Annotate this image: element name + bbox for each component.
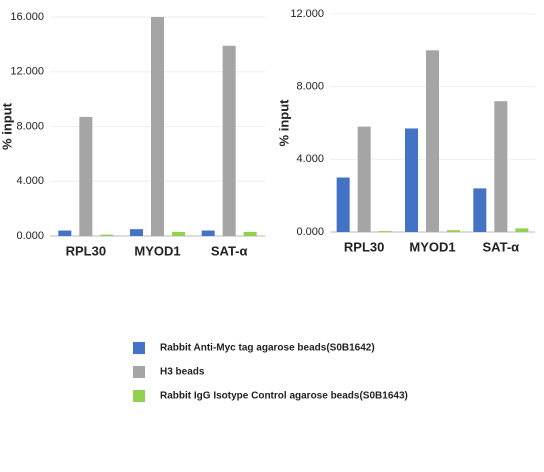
legend-swatch xyxy=(133,366,145,378)
y-tick-label: 4.000 xyxy=(296,153,324,165)
legend-label: Rabbit Anti-Myc tag agarose beads(S0B164… xyxy=(160,343,375,354)
bar xyxy=(172,231,185,236)
x-tick-label: MYOD1 xyxy=(409,239,455,254)
y-tick-label: 12.000 xyxy=(290,8,324,20)
bar xyxy=(222,45,236,237)
legend-swatch xyxy=(133,342,145,354)
y-tick-label: 16.000 xyxy=(10,11,44,23)
x-tick-label: MYOD1 xyxy=(134,243,180,258)
y-tick-label: 12.000 xyxy=(10,66,44,78)
bar xyxy=(151,17,164,236)
bar xyxy=(58,230,72,236)
bar xyxy=(405,128,418,232)
legend-label: H3 beads xyxy=(160,367,205,378)
bar xyxy=(426,50,439,233)
bar xyxy=(100,234,114,236)
bar xyxy=(201,230,215,236)
y-axis-label: % input xyxy=(276,99,291,147)
y-axis-label: % input xyxy=(0,102,14,150)
bar xyxy=(378,231,392,232)
bar xyxy=(357,126,371,232)
x-tick-label: RPL30 xyxy=(344,239,384,254)
legend-label: Rabbit IgG Isotype Control agarose beads… xyxy=(160,391,408,402)
legend-swatch xyxy=(133,390,145,402)
y-tick-label: 8.000 xyxy=(16,120,44,132)
x-tick-label: SAT-α xyxy=(211,243,248,258)
bar xyxy=(79,116,93,236)
bar xyxy=(515,228,529,232)
x-tick-label: SAT-α xyxy=(483,239,520,254)
bar xyxy=(336,177,350,232)
y-tick-label: 4.000 xyxy=(16,175,44,187)
bar xyxy=(494,101,508,232)
x-tick-label: RPL30 xyxy=(66,243,106,258)
bar xyxy=(447,230,460,232)
y-tick-label: 0.000 xyxy=(16,230,44,242)
y-tick-label: 8.000 xyxy=(296,81,324,93)
bar xyxy=(473,188,487,232)
bar xyxy=(243,231,257,236)
bar xyxy=(130,229,143,236)
y-tick-label: 0.000 xyxy=(296,226,324,238)
